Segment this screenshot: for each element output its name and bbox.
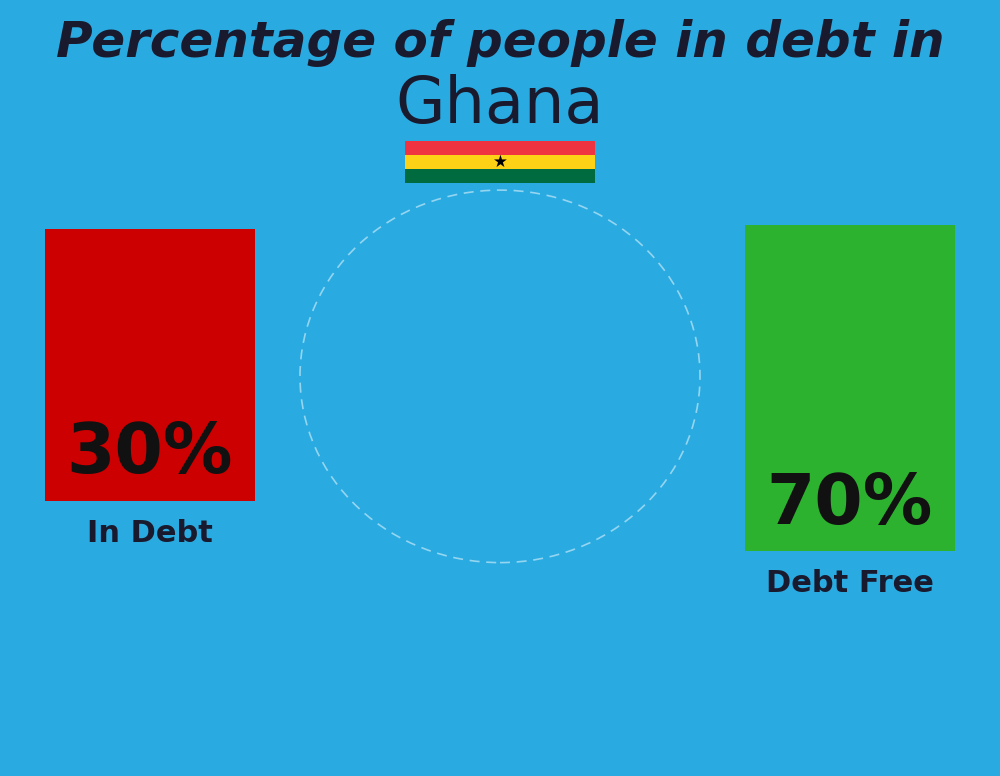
Text: In Debt: In Debt: [87, 518, 213, 548]
FancyBboxPatch shape: [745, 225, 955, 551]
Text: ★: ★: [493, 153, 507, 171]
Text: 70%: 70%: [767, 471, 933, 538]
FancyBboxPatch shape: [405, 141, 595, 155]
Text: Ghana: Ghana: [396, 74, 604, 136]
Text: Percentage of people in debt in: Percentage of people in debt in: [56, 19, 944, 68]
FancyBboxPatch shape: [405, 169, 595, 183]
Text: Debt Free: Debt Free: [766, 569, 934, 598]
Text: 30%: 30%: [67, 421, 233, 487]
FancyBboxPatch shape: [45, 229, 255, 501]
FancyBboxPatch shape: [405, 155, 595, 169]
